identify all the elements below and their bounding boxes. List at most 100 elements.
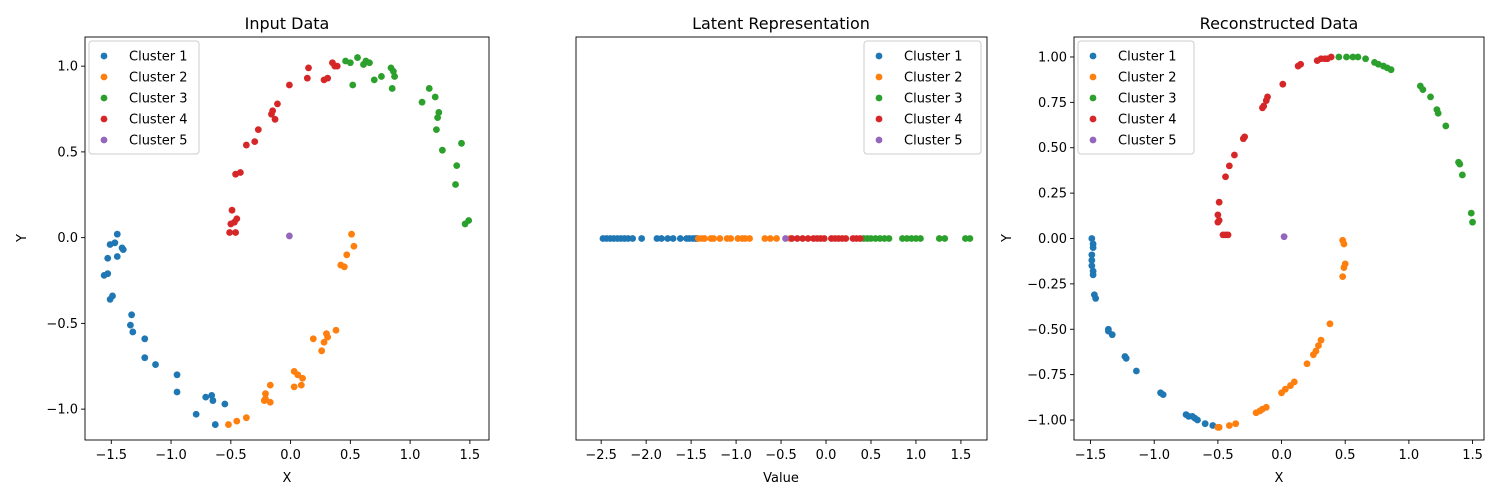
data-point [297,381,305,389]
data-point [1287,382,1294,389]
x-tick-label: 0.5 [1335,448,1356,463]
x-tick-label: 0.5 [861,448,882,463]
data-point [1315,342,1322,349]
legend: Cluster 1 Cluster 2 Cluster 3 Cluster 4 Clus… [88,40,200,155]
data-point [1309,351,1317,359]
series-3 [342,54,473,228]
data-point [1225,162,1233,170]
data-point [119,246,127,254]
data-point [701,235,709,242]
series-2 [694,235,794,242]
data-point [842,235,850,242]
data-point [152,361,159,368]
data-point [221,400,229,408]
series-3 [860,235,974,242]
legend-marker [100,52,108,60]
data-point [104,254,112,262]
data-point [820,235,828,242]
data-point [658,235,665,242]
plot-title: Input Data [245,14,330,33]
data-point [129,328,137,336]
data-point [100,271,108,279]
y-tick-label: 1.00 [1038,50,1067,65]
data-point [1194,416,1201,424]
x-tick-label: 1.5 [1462,448,1483,463]
data-point [127,321,134,329]
data-point [173,371,181,379]
data-point [354,54,361,61]
data-point [266,398,274,406]
legend-box [1077,40,1195,155]
legend-marker [100,94,108,102]
data-point [268,110,275,118]
data-point [342,57,349,65]
x-tick-label: 1.0 [1399,448,1420,463]
data-point [227,220,235,228]
data-point [1214,211,1222,219]
legend-label: Cluster 5 [904,134,963,149]
legend: Cluster 1 Cluster 2 Cluster 3 Cluster 4 Clus… [863,40,982,155]
data-point [1326,320,1334,328]
legend-label: Cluster 1 [1118,50,1177,65]
data-point [1231,151,1238,159]
legend-label: Cluster 3 [1118,92,1177,107]
data-point [629,235,637,242]
data-point [433,126,440,133]
data-point [638,235,646,242]
data-point [324,333,332,341]
data-point [350,242,358,250]
data-point [271,115,279,123]
data-point [799,235,807,242]
data-point [294,371,302,379]
x-tick-label: −1.0 [720,448,752,463]
data-point [285,232,293,240]
data-point [233,417,241,425]
series-1 [1088,235,1217,429]
legend-marker [1089,52,1097,60]
x-tick-label: 0.5 [340,448,361,463]
data-point [1278,389,1285,397]
data-point [716,235,724,242]
y-tick-label: 0.00 [1038,232,1067,247]
data-point [676,235,684,242]
data-point [435,109,443,116]
y-tick-label: −1.0 [46,403,78,418]
data-point [1427,93,1434,101]
data-point [128,311,136,319]
data-point [343,251,351,259]
series-4 [226,59,341,236]
y-tick-label: 0.5 [57,145,78,160]
data-point [318,347,326,355]
legend-label: Cluster 1 [904,50,963,65]
data-point [285,81,293,89]
series-4 [788,235,864,242]
data-point [192,410,200,418]
data-point [1433,106,1441,114]
data-point [1469,218,1476,226]
y-axis-label: Y [1000,234,1015,243]
data-point [1313,57,1321,64]
data-point [1259,104,1266,112]
legend-box [88,40,200,155]
series-4 [1214,53,1335,239]
data-point [262,390,269,398]
data-point [1132,367,1140,375]
data-point [1458,171,1466,179]
x-axis-label: X [1275,471,1284,486]
data-point [1339,273,1347,281]
x-tick-label: 0.0 [1271,448,1292,463]
data-point [1362,55,1369,63]
legend-label: Cluster 4 [129,113,188,128]
y-tick-label: −0.50 [1027,323,1067,338]
data-point [209,397,217,404]
data-point [425,85,433,92]
data-point [1232,420,1240,428]
data-point [1108,331,1116,339]
data-point [1088,235,1096,242]
legend-marker [100,73,108,81]
series-5 [285,232,293,240]
y-tick-label: −0.75 [1027,368,1067,383]
data-point [1239,135,1247,143]
data-point [1371,59,1378,66]
legend-marker [1089,136,1097,144]
